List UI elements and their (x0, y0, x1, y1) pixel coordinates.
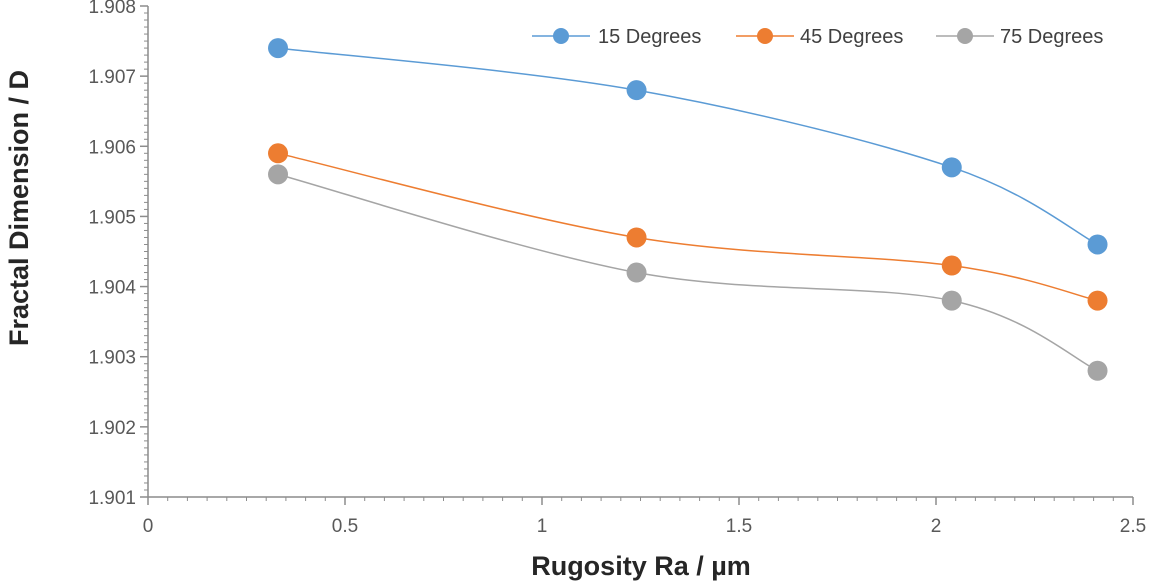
y-tick-label: 1.901 (88, 488, 136, 509)
legend-marker (553, 28, 569, 44)
legend-item-1: 15 Degrees (532, 26, 701, 48)
series-line (277, 152, 1098, 302)
legend: 15 Degrees 45 Degrees 75 Degrees (532, 26, 1103, 48)
y-tick-label: 1.902 (88, 418, 136, 439)
series-layer (268, 38, 1108, 381)
legend-label: 75 Degrees (1000, 26, 1103, 48)
legend-marker (957, 28, 973, 44)
data-point (626, 227, 647, 248)
legend-item-3: 75 Degrees (936, 26, 1103, 48)
y-tick-label: 1.903 (88, 348, 136, 369)
y-tick-label: 1.906 (88, 137, 136, 158)
series-1 (268, 38, 1108, 255)
y-tick-label: 1.908 (88, 0, 136, 18)
data-point (626, 80, 647, 101)
series-3 (268, 164, 1108, 381)
y-tick-label: 1.907 (88, 67, 136, 88)
data-point (268, 143, 289, 164)
legend-item-2: 45 Degrees (736, 26, 903, 48)
data-point (1087, 234, 1108, 255)
series-line (277, 173, 1098, 372)
x-tick-label: 1 (537, 516, 548, 537)
x-tick-label: 2 (931, 516, 942, 537)
axes: 1.901 1.902 1.903 1.904 1.905 1.906 1.907 1.908… (88, 0, 1146, 537)
y-tick-label: 1.905 (88, 207, 136, 228)
data-point (268, 164, 289, 185)
x-tick-label: 0 (143, 516, 154, 537)
x-axis-title: Rugosity Ra / µm (531, 551, 751, 581)
x-tick-label: 1.5 (726, 516, 752, 537)
series-line (277, 47, 1098, 246)
data-point (1087, 290, 1108, 311)
legend-marker (757, 28, 773, 44)
legend-label: 15 Degrees (598, 26, 701, 48)
series-2 (268, 143, 1108, 311)
x-tick-label: 2.5 (1120, 516, 1146, 537)
data-point (941, 157, 962, 178)
y-axis-title: Fractal Dimension / D (4, 70, 34, 346)
data-point (941, 290, 962, 311)
data-point (941, 255, 962, 276)
legend-label: 45 Degrees (800, 26, 903, 48)
data-point (268, 38, 289, 59)
y-tick-label: 1.904 (88, 278, 136, 299)
x-tick-label: 0.5 (332, 516, 358, 537)
data-point (626, 262, 647, 283)
data-point (1087, 360, 1108, 381)
